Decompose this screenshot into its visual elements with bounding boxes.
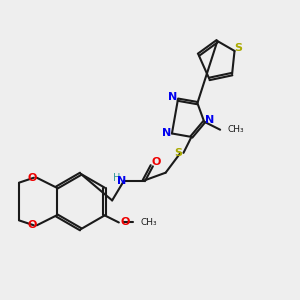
Text: O: O [27,173,37,183]
Text: O: O [151,157,160,167]
Text: N: N [117,176,127,186]
Text: S: S [175,148,182,158]
Text: N: N [162,128,172,139]
Text: O: O [27,220,37,230]
Text: S: S [235,43,242,53]
Text: N: N [168,92,178,102]
Text: O: O [120,218,130,227]
Text: H: H [113,172,121,183]
Text: N: N [205,115,214,125]
Text: CH₃: CH₃ [227,125,244,134]
Text: CH₃: CH₃ [141,218,157,227]
